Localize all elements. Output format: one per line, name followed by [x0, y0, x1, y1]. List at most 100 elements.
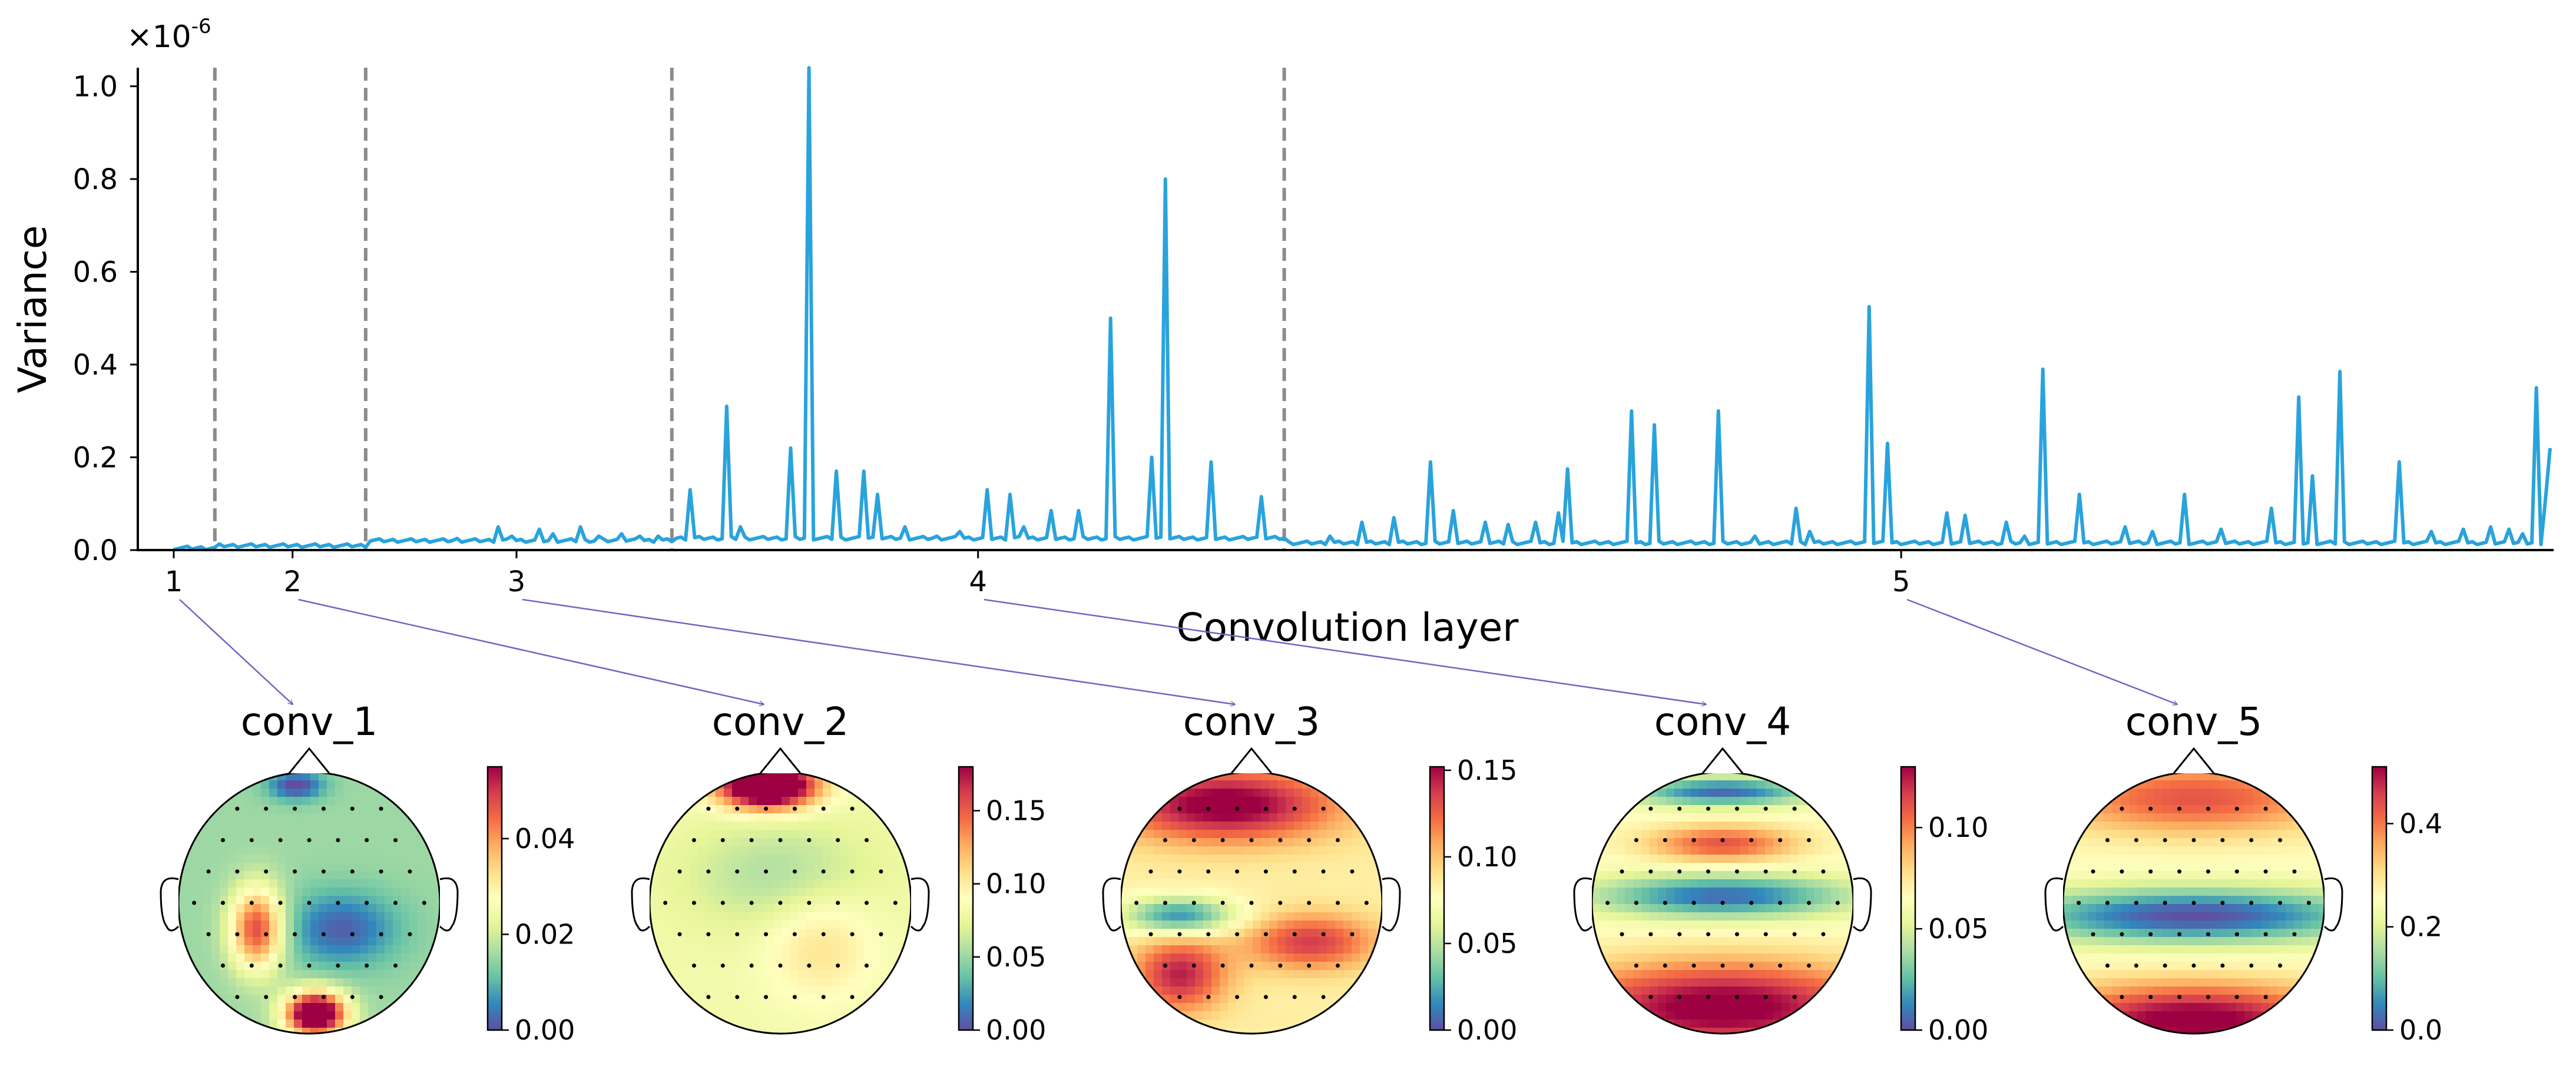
- field-cell: [782, 954, 790, 962]
- field-cell: [2261, 855, 2270, 863]
- field-cell: [1674, 1003, 1683, 1012]
- field-cell: [716, 879, 724, 888]
- field-cell: [2096, 945, 2105, 954]
- field-cell: [2319, 912, 2325, 921]
- field-cell: [765, 937, 774, 946]
- field-cell: [2228, 813, 2237, 822]
- field-cell: [310, 822, 319, 830]
- field-cell: [335, 789, 344, 797]
- field-cell: [1765, 830, 1774, 839]
- field-cell: [2187, 986, 2196, 995]
- field-cell: [707, 921, 716, 929]
- field-cell: [1343, 921, 1352, 929]
- field-cell: [1211, 904, 1220, 913]
- field-cell: [1302, 995, 1311, 1004]
- sensor-dot: [1663, 964, 1667, 968]
- field-cell: [352, 912, 360, 921]
- field-cell: [2220, 921, 2229, 929]
- field-cell: [1286, 780, 1294, 789]
- field-cell: [211, 921, 220, 929]
- field-cell: [1666, 805, 1675, 814]
- field-cell: [1600, 937, 1609, 946]
- field-cell: [790, 813, 799, 822]
- field-cell: [1154, 954, 1163, 962]
- field-cell: [2228, 929, 2237, 938]
- field-cell: [1137, 929, 1146, 938]
- field-cell: [1732, 822, 1741, 830]
- field-cell: [716, 995, 724, 1004]
- field-cell: [1244, 813, 1253, 822]
- field-cell: [2203, 780, 2212, 789]
- field-cell: [707, 945, 716, 954]
- field-cell: [1195, 879, 1204, 888]
- field-cell: [393, 863, 402, 872]
- field-cell: [1600, 929, 1609, 938]
- field-cell: [1674, 830, 1683, 839]
- field-cell: [1145, 846, 1154, 855]
- field-cell: [1782, 970, 1790, 979]
- field-cell: [847, 871, 856, 880]
- field-cell: [1277, 879, 1286, 888]
- field-cell: [732, 962, 741, 971]
- field-cell: [790, 912, 799, 921]
- field-cell: [2211, 896, 2220, 905]
- field-cell: [1782, 888, 1790, 896]
- field-cell: [1773, 995, 1782, 1004]
- field-cell: [1674, 970, 1683, 979]
- sensor-dot: [2220, 964, 2225, 968]
- field-cell: [1691, 954, 1700, 962]
- field-cell: [806, 871, 815, 880]
- field-cell: [1782, 830, 1790, 839]
- field-cell: [1674, 838, 1683, 847]
- field-cell: [2121, 904, 2130, 913]
- field-cell: [658, 830, 667, 839]
- field-cell: [1228, 970, 1237, 979]
- field-cell: [352, 797, 360, 806]
- field-cell: [1187, 929, 1196, 938]
- field-cell: [683, 830, 691, 839]
- field-cell: [220, 846, 229, 855]
- field-cell: [1790, 904, 1799, 913]
- field-cell: [343, 805, 352, 814]
- field-cell: [724, 1011, 733, 1020]
- field-cell: [2244, 855, 2253, 863]
- field-cell: [724, 912, 733, 921]
- field-cell: [839, 904, 848, 913]
- field-cell: [1286, 912, 1294, 921]
- field-cell: [368, 937, 377, 946]
- field-cell: [368, 954, 377, 962]
- field-cell: [1815, 838, 1823, 847]
- field-cell: [1228, 879, 1237, 888]
- sensor-dot: [2234, 995, 2239, 999]
- field-cell: [1608, 921, 1617, 929]
- field-cell: [1352, 888, 1360, 896]
- field-cell: [1633, 912, 1642, 921]
- sensor-dot: [850, 995, 855, 999]
- field-cell: [2277, 921, 2286, 929]
- field-cell: [1178, 904, 1187, 913]
- field-cell: [889, 954, 898, 962]
- sensor-dot: [1249, 837, 1254, 842]
- field-cell: [302, 904, 311, 913]
- field-cell: [1129, 879, 1138, 888]
- field-cell: [658, 888, 667, 896]
- field-cell: [1343, 879, 1352, 888]
- field-cell: [1815, 978, 1823, 987]
- field-cell: [1269, 945, 1278, 954]
- field-cell: [740, 904, 749, 913]
- field-cell: [2170, 805, 2179, 814]
- field-cell: [889, 888, 898, 896]
- field-cell: [1815, 888, 1823, 896]
- field-cell: [368, 813, 377, 822]
- field-cell: [1757, 780, 1766, 789]
- field-cell: [831, 995, 840, 1004]
- field-cell: [1683, 921, 1691, 929]
- field-cell: [699, 888, 708, 896]
- field-cell: [1806, 879, 1815, 888]
- field-cell: [757, 995, 766, 1004]
- field-cell: [2121, 888, 2130, 896]
- nose: [288, 747, 330, 774]
- field-cell: [839, 838, 848, 847]
- field-cell: [1765, 813, 1774, 822]
- field-cell: [814, 879, 823, 888]
